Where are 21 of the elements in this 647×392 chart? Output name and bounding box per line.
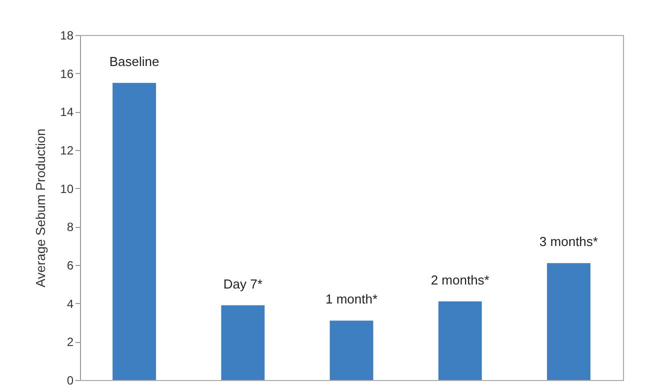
y-tick-label: 16 — [60, 66, 74, 81]
x-tick-label: 3 months* — [539, 234, 598, 250]
bar — [221, 305, 265, 380]
bar — [438, 301, 482, 380]
y-tick-label: 10 — [60, 182, 74, 196]
x-tick-label: 2 months* — [430, 272, 490, 288]
bar — [112, 82, 156, 380]
y-axis-title: Average Sebum Production — [33, 128, 48, 288]
y-tick-label: 8 — [66, 220, 74, 234]
y-tick-label: 12 — [60, 144, 74, 158]
y-tick-label: 2 — [66, 335, 74, 350]
y-tick-label: 0 — [66, 374, 74, 388]
bar — [546, 263, 590, 380]
y-tick-label: 4 — [66, 296, 74, 311]
x-tick-label: Baseline — [109, 54, 160, 69]
y-tick-label: 6 — [66, 258, 74, 272]
bar — [330, 320, 374, 380]
y-tick-label: 18 — [60, 28, 74, 42]
y-tick-label: 14 — [60, 105, 74, 120]
x-tick-label: 1 month* — [325, 292, 378, 307]
x-tick-label: Day 7* — [223, 276, 262, 292]
